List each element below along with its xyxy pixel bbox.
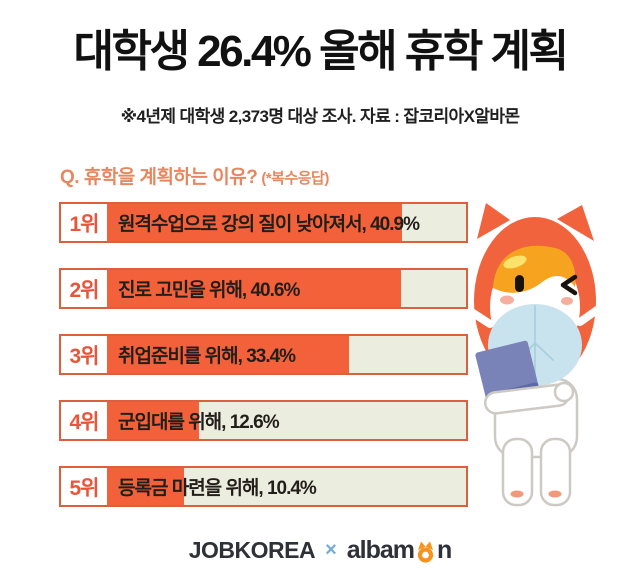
question-text: Q. 휴학을 계획하는 이유? xyxy=(60,167,258,188)
ranking-bar-chart: 1위 원격수업으로 강의 질이 낮아져서, 40.9% 2위 진로 고민을 위해… xyxy=(59,202,468,532)
albamon-text-right: n xyxy=(437,536,452,564)
x-separator-icon: × xyxy=(325,539,337,561)
albamon-cat-icon xyxy=(417,541,434,563)
footer-logos: JOBKOREA × albam n xyxy=(0,536,640,565)
rank-bar-4: 4위 군입대를 위해, 12.6% xyxy=(59,400,468,441)
albamon-logo: albam n xyxy=(346,536,453,565)
albamon-text-left: albam xyxy=(346,536,415,564)
rank-badge: 5위 xyxy=(61,468,107,505)
bar-label: 취업준비를 위해, 33.4% xyxy=(118,346,296,367)
mascot-cat-character xyxy=(469,203,601,507)
page-title: 대학생 26.4% 올해 휴학 계획 xyxy=(73,27,569,76)
rank-bar-1: 1위 원격수업으로 강의 질이 낮아져서, 40.9% xyxy=(59,202,468,243)
rank-badge: 3위 xyxy=(61,336,107,373)
bar-label: 등록금 마련을 위해, 10.4% xyxy=(118,478,317,499)
rank-badge: 4위 xyxy=(61,402,107,439)
rank-bar-5: 5위 등록금 마련을 위해, 10.4% xyxy=(59,466,468,507)
bar-label: 군입대를 위해, 12.6% xyxy=(118,412,280,433)
question-note: (*복수응답) xyxy=(261,170,329,187)
rank-bar-3: 3위 취업준비를 위해, 33.4% xyxy=(59,334,468,375)
bar-fill xyxy=(61,270,402,307)
bar-fill xyxy=(61,204,402,241)
bar-label: 원격수업으로 강의 질이 낮아져서, 40.9% xyxy=(118,214,420,235)
bar-label: 진로 고민을 위해, 40.6% xyxy=(118,280,300,301)
rank-badge: 2위 xyxy=(61,270,107,307)
rank-bar-2: 2위 진로 고민을 위해, 40.6% xyxy=(59,268,468,309)
question-label: Q. 휴학을 계획하는 이유? (*복수응답) xyxy=(60,162,329,189)
bar-fill xyxy=(61,336,349,373)
rank-badge: 1위 xyxy=(61,204,107,241)
subtitle: ※4년제 대학생 2,373명 대상 조사. 자료 : 잡코리아X알바몬 xyxy=(120,107,520,126)
jobkorea-logo: JOBKOREA xyxy=(188,537,316,563)
